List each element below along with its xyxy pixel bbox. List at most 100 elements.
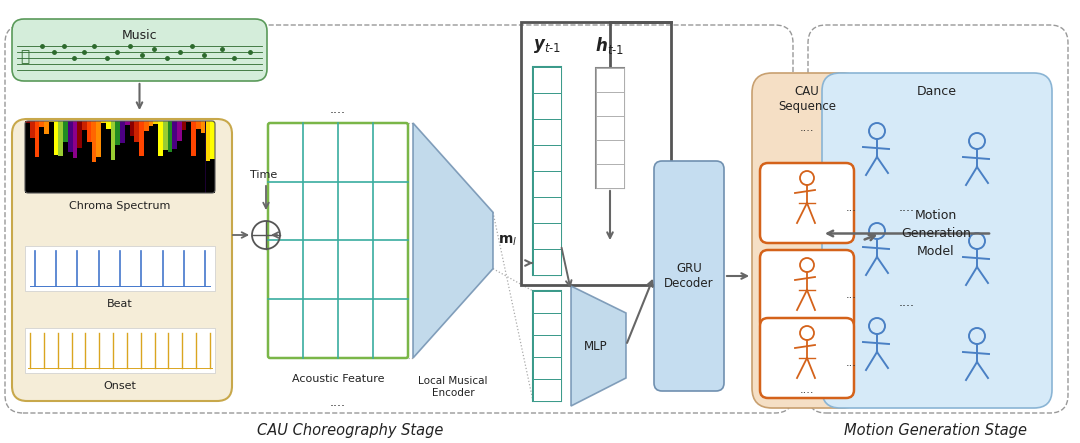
Bar — [58, 156, 63, 193]
Bar — [167, 121, 172, 193]
Bar — [534, 67, 561, 93]
Bar — [49, 122, 54, 193]
Text: Onset: Onset — [104, 381, 136, 391]
FancyBboxPatch shape — [760, 163, 854, 243]
Bar — [116, 145, 120, 193]
Bar — [596, 164, 624, 188]
Bar — [153, 124, 158, 193]
Bar — [82, 130, 86, 193]
Text: ....: .... — [330, 396, 346, 409]
Bar — [125, 121, 130, 193]
Text: ....: .... — [330, 104, 346, 117]
Bar — [106, 121, 110, 193]
Text: ....: .... — [800, 385, 814, 395]
Bar — [72, 158, 78, 193]
FancyBboxPatch shape — [268, 123, 408, 358]
Text: Motion Generation Stage: Motion Generation Stage — [843, 423, 1026, 438]
Bar — [96, 121, 102, 193]
Text: Time: Time — [249, 170, 278, 180]
FancyBboxPatch shape — [12, 19, 267, 81]
Text: ....: .... — [899, 202, 915, 214]
FancyBboxPatch shape — [822, 73, 1052, 408]
Bar — [78, 148, 82, 193]
Bar — [195, 121, 201, 193]
Bar — [187, 121, 191, 193]
Bar — [195, 129, 201, 193]
Bar — [177, 141, 181, 193]
Bar — [534, 93, 561, 119]
Bar — [35, 121, 39, 193]
Bar — [596, 140, 624, 164]
Bar — [39, 121, 44, 193]
Text: Acoustic Feature: Acoustic Feature — [292, 374, 384, 384]
Bar — [30, 138, 35, 193]
Polygon shape — [571, 286, 626, 406]
Bar — [153, 121, 158, 193]
Bar — [116, 121, 120, 193]
Bar — [187, 121, 191, 193]
Bar — [158, 156, 163, 193]
Bar — [181, 129, 187, 193]
Text: Motion
Generation
Model: Motion Generation Model — [901, 209, 971, 258]
Text: ...: ... — [846, 358, 858, 368]
Text: Local Musical
Encoder: Local Musical Encoder — [418, 376, 488, 398]
Bar — [120, 121, 125, 193]
Bar — [30, 121, 35, 193]
Bar — [102, 123, 106, 193]
Bar — [106, 129, 110, 193]
Bar — [92, 121, 96, 193]
Bar — [596, 116, 624, 140]
Bar — [191, 121, 195, 193]
Bar — [25, 123, 30, 193]
Polygon shape — [413, 123, 492, 358]
FancyBboxPatch shape — [12, 119, 232, 401]
FancyBboxPatch shape — [654, 161, 724, 391]
Bar — [534, 357, 561, 379]
Bar — [130, 121, 134, 193]
Text: MLP: MLP — [584, 339, 608, 353]
Bar — [534, 335, 561, 357]
Bar — [86, 142, 92, 193]
Bar — [596, 92, 624, 116]
Bar — [68, 121, 72, 193]
Bar — [63, 121, 68, 193]
Bar — [120, 143, 125, 193]
Bar — [163, 121, 167, 193]
Bar — [177, 121, 181, 193]
Bar — [49, 121, 54, 193]
Bar — [134, 142, 139, 193]
Text: 𝄞: 𝄞 — [21, 50, 29, 65]
Bar — [596, 68, 624, 188]
Bar — [149, 125, 153, 193]
Bar — [72, 121, 78, 193]
Text: $\boldsymbol{h}_{t\text{-}1}$: $\boldsymbol{h}_{t\text{-}1}$ — [595, 35, 624, 56]
Text: CAU
Sequence: CAU Sequence — [778, 85, 836, 113]
Bar — [25, 121, 215, 193]
Bar — [205, 121, 211, 193]
Bar — [158, 121, 163, 193]
Bar — [181, 121, 187, 193]
Text: Beat: Beat — [107, 299, 133, 309]
Bar — [149, 121, 153, 193]
Text: ...: ... — [846, 290, 858, 300]
Bar — [211, 159, 215, 193]
Bar — [58, 121, 63, 193]
Bar — [534, 67, 561, 275]
Bar — [25, 121, 30, 193]
Text: Dance: Dance — [917, 85, 957, 98]
Bar — [54, 121, 58, 193]
Bar — [130, 136, 134, 193]
Bar — [39, 127, 44, 193]
Bar — [534, 291, 561, 313]
Bar — [86, 121, 92, 193]
Bar — [534, 145, 561, 171]
FancyBboxPatch shape — [760, 318, 854, 398]
Bar — [534, 313, 561, 335]
Text: Chroma Spectrum: Chroma Spectrum — [69, 201, 171, 211]
Bar — [521, 22, 671, 285]
Bar — [167, 152, 172, 193]
Bar — [534, 379, 561, 401]
Bar — [596, 68, 624, 92]
Bar — [110, 160, 116, 193]
Bar — [102, 121, 106, 193]
